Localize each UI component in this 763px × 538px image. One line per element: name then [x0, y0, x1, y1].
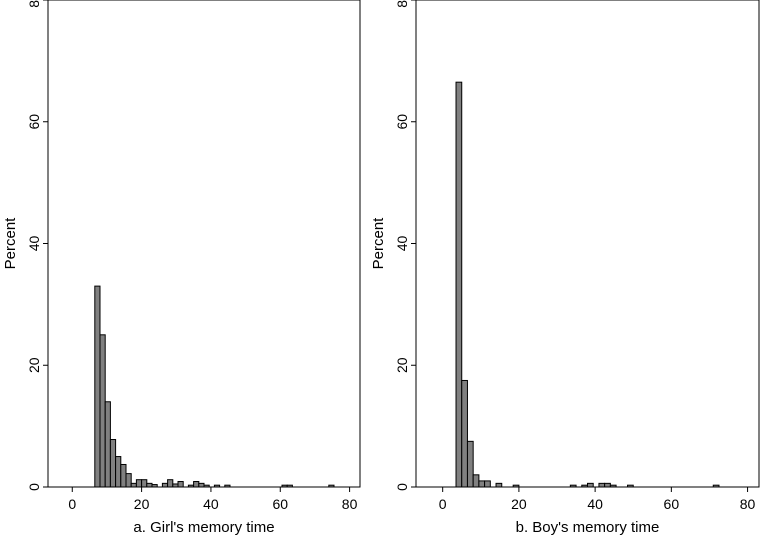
panel-boys-memory-time: 0 20 40 60 80 0 20 40 60 80 b. Boy's memory time Pe…: [370, 0, 760, 536]
x-tick-label: 20: [511, 496, 527, 512]
histogram-bar: [115, 456, 122, 488]
histogram-bar: [120, 463, 127, 488]
histogram-bar: [125, 473, 132, 488]
y-tick-label: 20: [26, 357, 42, 373]
x-tick-label: 40: [587, 496, 603, 512]
histogram-bar: [161, 482, 169, 488]
histogram-bar: [495, 482, 503, 488]
x-tick-label: 20: [134, 496, 150, 512]
histogram-bar: [604, 482, 611, 488]
y-tick-label: 60: [26, 114, 42, 130]
histogram-bar: [478, 480, 486, 488]
histogram-bar: [598, 482, 606, 488]
y-tick-label: 0: [26, 483, 42, 491]
histogram-bar: [167, 479, 174, 488]
histogram-bar: [461, 379, 468, 488]
y-axis-title: Percent: [370, 217, 387, 270]
histogram-bar: [135, 479, 143, 488]
histogram-bar: [455, 81, 463, 488]
x-tick-label: 60: [664, 496, 680, 512]
y-tick-label: 0: [394, 483, 410, 491]
y-tick-label: 40: [394, 236, 410, 252]
y-axis-title: Percent: [2, 217, 19, 270]
x-tick-label: 60: [272, 496, 288, 512]
y-tick-label: 60: [394, 114, 410, 130]
histogram-bar: [130, 482, 137, 488]
x-axis-title-b-boy-s-memory-time: b. Boy's memory time: [516, 519, 660, 536]
histogram-bar: [141, 479, 148, 488]
y-tick-label: 40: [26, 236, 42, 252]
histogram-bar: [466, 440, 474, 488]
x-tick-label: 0: [68, 496, 76, 512]
histogram-bar: [193, 481, 200, 488]
histogram-bar: [198, 482, 205, 488]
histogram-bar: [472, 474, 480, 488]
x-tick-label: 80: [740, 496, 756, 512]
y-tick-label: 80: [26, 0, 42, 8]
y-tick-label: 20: [394, 357, 410, 373]
x-tick-label: 40: [203, 496, 219, 512]
histogram-bar: [109, 439, 117, 488]
histogram-bar: [94, 285, 101, 488]
histogram-bar: [104, 401, 111, 488]
histogram-bar: [177, 481, 184, 488]
x-axis-title-a-girl-s-memory-time: a. Girl's memory time: [133, 519, 274, 536]
histogram-bar: [587, 482, 594, 488]
histogram-bar: [484, 480, 491, 488]
x-tick-label: 80: [342, 496, 358, 512]
histogram-bar: [99, 334, 106, 488]
histogram-bar: [146, 482, 153, 488]
panel-girls-memory-time: 0 20 40 60 80 0 20 40 60 80 a. Girl's memory time P…: [2, 0, 361, 536]
x-tick-label: 0: [439, 496, 447, 512]
y-tick-label: 80: [394, 0, 410, 8]
